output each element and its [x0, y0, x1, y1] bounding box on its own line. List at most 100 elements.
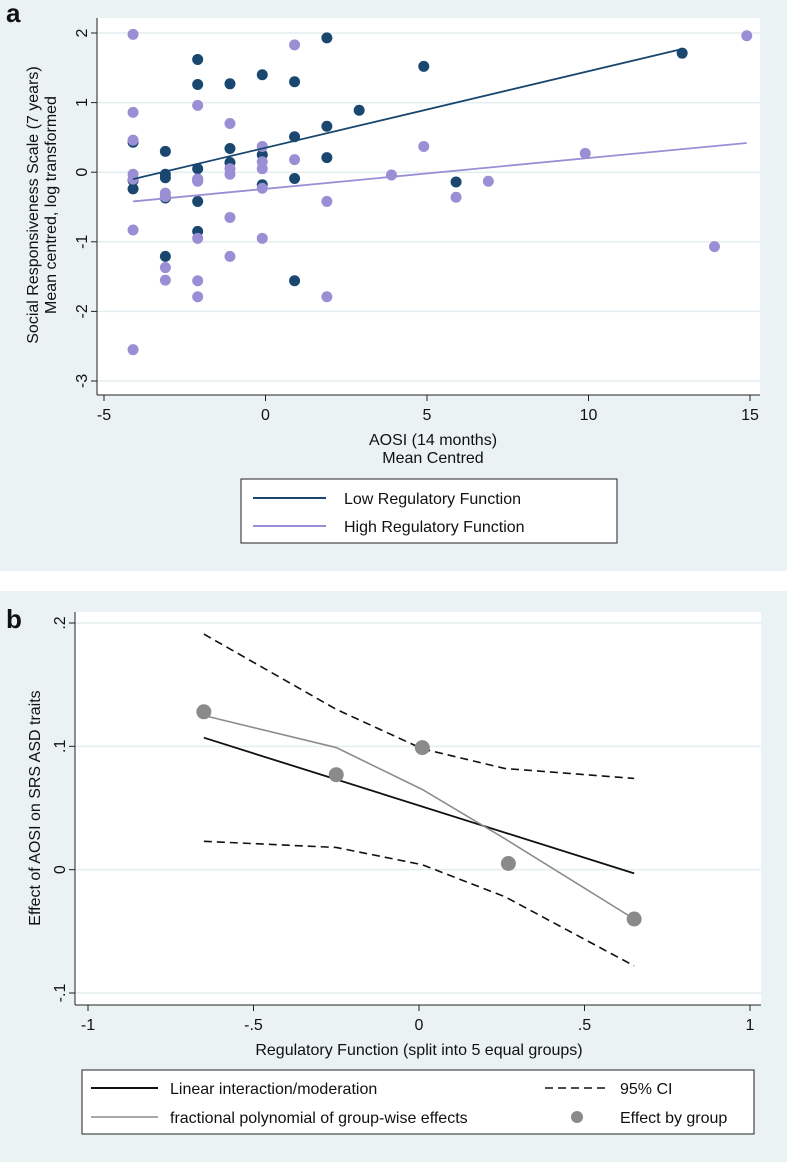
effect-by-group-point — [196, 704, 212, 720]
point-high-regulatory — [192, 99, 204, 111]
x-tick-label-a: 0 — [261, 407, 270, 424]
legend-label-low: Low Regulatory Function — [344, 491, 521, 508]
y-tick-label-a: -1 — [74, 235, 91, 249]
x-axis-title-b: Regulatory Function (split into 5 equal … — [255, 1042, 582, 1059]
y-tick-label-b: -.1 — [52, 984, 69, 1003]
point-high-regulatory — [289, 39, 301, 51]
point-high-regulatory — [159, 274, 171, 286]
x-tick-label-b: 1 — [746, 1017, 755, 1034]
fit-line-low-regulatory — [132, 48, 683, 181]
point-high-regulatory — [321, 291, 333, 303]
point-low-regulatory — [224, 143, 236, 155]
point-high-regulatory — [418, 140, 430, 152]
y-axis-title-b: Effect of AOSI on SRS ASD traits — [27, 690, 44, 925]
y-tick-label-a: 1 — [74, 98, 91, 107]
x-tick-label-b: -.5 — [244, 1017, 263, 1034]
point-high-regulatory — [127, 134, 139, 146]
fit-line-high-regulatory — [132, 142, 747, 203]
x-tick-label-a: 15 — [741, 407, 759, 424]
point-high-regulatory — [256, 232, 268, 244]
point-high-regulatory — [224, 168, 236, 180]
x-tick-label-b: -1 — [81, 1017, 95, 1034]
x-axis-title-a-line2: Mean Centred — [382, 450, 483, 467]
point-high-regulatory — [321, 195, 333, 207]
point-high-regulatory — [482, 175, 494, 187]
y-axis-title-a-line2: Mean centred, log transformed — [43, 96, 60, 314]
fractional-polynomial-line — [203, 714, 635, 920]
y-tick-label-a: 0 — [74, 168, 91, 177]
legend-label-ci: 95% CI — [620, 1081, 672, 1098]
y-axis-title-a-line1: Social Responsiveness Scale (7 years) — [25, 66, 42, 343]
legend-label-high: High Regulatory Function — [344, 519, 525, 536]
point-low-regulatory — [289, 76, 301, 88]
x-tick-label-a: -5 — [97, 407, 111, 424]
y-tick-label-b: 0 — [52, 865, 69, 874]
y-tick-label-a: -2 — [74, 304, 91, 318]
x-axis-title-a-line1: AOSI (14 months) — [369, 432, 497, 449]
point-low-regulatory — [289, 275, 301, 287]
point-high-regulatory — [192, 275, 204, 287]
legend-label-linear: Linear interaction/moderation — [170, 1081, 377, 1098]
legend-label-group: Effect by group — [620, 1110, 727, 1127]
effect-by-group-point — [500, 856, 516, 871]
plot-b-area — [75, 612, 761, 1005]
point-high-regulatory — [192, 232, 204, 244]
linear-interaction-line — [203, 736, 635, 875]
point-low-regulatory — [192, 79, 204, 91]
point-high-regulatory — [256, 182, 268, 194]
point-high-regulatory — [192, 175, 204, 187]
ci-lower-line — [203, 840, 635, 967]
point-low-regulatory — [321, 32, 333, 44]
point-low-regulatory — [159, 250, 171, 262]
panel-b-label: b — [6, 604, 22, 634]
point-high-regulatory — [708, 241, 720, 253]
point-high-regulatory — [450, 191, 462, 203]
point-low-regulatory — [289, 172, 301, 184]
point-high-regulatory — [224, 211, 236, 223]
point-high-regulatory — [224, 250, 236, 262]
point-low-regulatory — [192, 195, 204, 207]
y-tick-label-a: -3 — [74, 374, 91, 388]
legend-label-fracpoly: fractional polynomial of group-wise effe… — [170, 1110, 468, 1127]
x-tick-label-b: .5 — [578, 1017, 591, 1034]
panel-a: a 210-1-2-3-5 0 5 10 15 AOSI (14 months) Mea… — [6, 0, 760, 544]
x-tick-label-b: 0 — [415, 1017, 424, 1034]
point-high-regulatory — [224, 117, 236, 129]
point-high-regulatory — [127, 106, 139, 118]
point-low-regulatory — [159, 172, 171, 184]
point-low-regulatory — [224, 78, 236, 90]
point-low-regulatory — [127, 183, 139, 195]
legend-swatch-group — [571, 1111, 583, 1123]
point-high-regulatory — [159, 191, 171, 203]
point-high-regulatory — [385, 169, 397, 181]
y-tick-label-b: .2 — [52, 616, 69, 629]
point-high-regulatory — [127, 28, 139, 40]
effect-by-group-point — [414, 740, 430, 756]
point-high-regulatory — [192, 291, 204, 303]
point-low-regulatory — [159, 145, 171, 157]
point-high-regulatory — [289, 154, 301, 166]
effect-by-group-point — [328, 767, 344, 783]
point-high-regulatory — [579, 147, 591, 159]
point-high-regulatory — [127, 344, 139, 356]
point-high-regulatory — [159, 262, 171, 274]
point-low-regulatory — [192, 53, 204, 65]
x-tick-label-a: 10 — [580, 407, 598, 424]
point-high-regulatory — [127, 224, 139, 236]
legend-a: Low Regulatory Function High Regulatory … — [240, 478, 618, 544]
panel-a-label: a — [6, 0, 21, 28]
point-low-regulatory — [353, 104, 365, 116]
x-tick-label-a: 5 — [423, 407, 432, 424]
point-low-regulatory — [321, 152, 333, 164]
point-low-regulatory — [418, 60, 430, 72]
y-tick-label-b: .1 — [52, 740, 69, 753]
point-low-regulatory — [321, 120, 333, 132]
legend-b: Linear interaction/moderation 95% CI fra… — [81, 1069, 755, 1135]
plot-a-area — [97, 18, 760, 395]
point-low-regulatory — [192, 163, 204, 175]
point-low-regulatory — [450, 176, 462, 188]
y-tick-label-a: 2 — [74, 28, 91, 37]
point-high-regulatory — [256, 163, 268, 175]
panel-b: b .2 .1 0 -.1 -1 -.5 0 .5 1 Regulatory Function … — [6, 604, 761, 1135]
